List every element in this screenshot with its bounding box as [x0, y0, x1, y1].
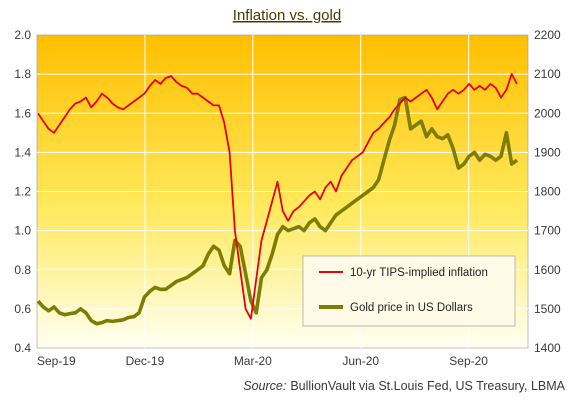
right-tick-label: 1500 — [534, 302, 561, 316]
left-tick-label: 1.0 — [14, 224, 31, 238]
left-tick-label: 1.4 — [14, 145, 31, 159]
source-note: Source: BullionVault via St.Louis Fed, US… — [243, 379, 565, 393]
x-tick-label: Mar-20 — [234, 354, 272, 368]
legend-box — [302, 255, 516, 327]
left-tick-label: 2.0 — [14, 28, 31, 42]
legend-label-inflation: 10-yr TIPS-implied inflation — [350, 267, 488, 279]
left-tick-label: 0.4 — [14, 341, 31, 355]
x-tick-label: Dec-19 — [126, 354, 165, 368]
series-layer — [36, 73, 519, 326]
left-tick-label: 0.6 — [14, 302, 31, 316]
right-tick-label: 2200 — [534, 28, 561, 42]
right-tick-label: 1900 — [534, 145, 561, 159]
right-tick-label: 1400 — [534, 341, 561, 355]
right-tick-label: 1600 — [534, 263, 561, 277]
chart-title: Inflation vs. gold — [233, 7, 341, 24]
source-text: BullionVault via St.Louis Fed, US Treasu… — [290, 379, 565, 393]
right-axis-ticks: 1400 1500 1600 1700 1800 1900 2000 2100 2200 — [534, 28, 561, 355]
right-tick-label: 1700 — [534, 224, 561, 238]
x-tick-label: Jun-20 — [342, 354, 379, 368]
x-axis-ticks: Sep-19 Dec-19 Mar-20 Jun-20 Sep-20 — [37, 354, 488, 368]
left-axis-ticks: 0.4 0.6 0.8 1.0 1.2 1.4 1.6 1.8 2.0 — [14, 28, 31, 355]
left-tick-label: 0.8 — [14, 263, 31, 277]
left-tick-label: 1.8 — [14, 67, 31, 81]
legend: 10-yr TIPS-implied inflation Gold price … — [302, 255, 516, 327]
series-line-gold — [36, 95, 519, 326]
x-tick-label: Sep-20 — [449, 354, 488, 368]
series-line-inflation — [37, 73, 518, 320]
legend-label-gold: Gold price in US Dollars — [350, 302, 473, 314]
right-tick-label: 2100 — [534, 67, 561, 81]
right-tick-label: 2000 — [534, 106, 561, 120]
x-tick-label: Sep-19 — [37, 354, 76, 368]
left-tick-label: 1.6 — [14, 106, 31, 120]
right-tick-label: 1800 — [534, 185, 561, 199]
left-tick-label: 1.2 — [14, 185, 31, 199]
source-label: Source: — [243, 379, 286, 393]
